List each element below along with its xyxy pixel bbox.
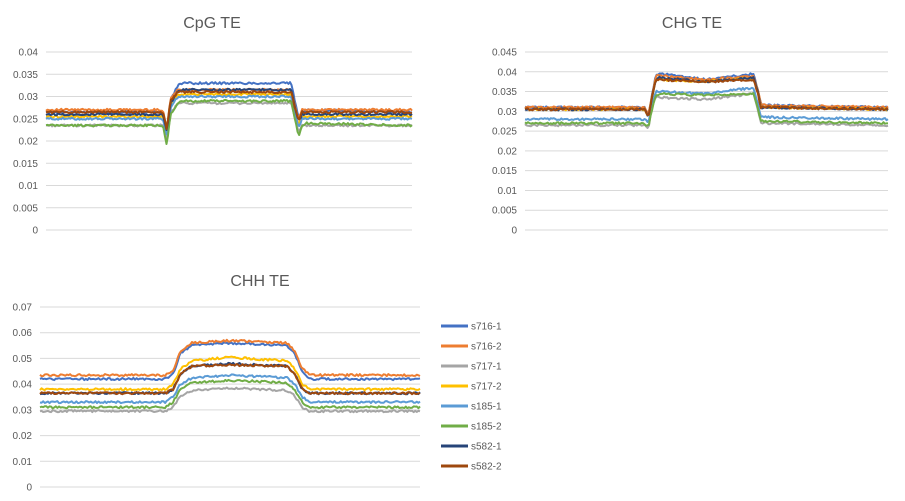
series-line-s717-1 — [46, 102, 412, 139]
y-tick-label: 0.045 — [492, 48, 517, 59]
y-tick-label: 0.03 — [13, 405, 33, 416]
y-tick-label: 0.05 — [13, 354, 33, 365]
y-tick-label: 0.02 — [19, 137, 39, 148]
y-tick-label: 0 — [511, 226, 517, 237]
legend-label: s185-2 — [471, 422, 502, 433]
y-tick-label: 0.02 — [498, 146, 518, 157]
legend-label: s717-2 — [471, 382, 502, 393]
y-tick-label: 0.02 — [13, 431, 33, 442]
legend: s716-1 s716-2 s717-1 s717-2 s185-1 s185-2 s582… — [441, 322, 502, 473]
y-tick-label: 0.01 — [13, 457, 33, 468]
y-tick-label: 0.005 — [13, 203, 38, 214]
y-tick-label: 0.035 — [492, 87, 517, 98]
legend-label: s582-1 — [471, 442, 502, 453]
y-tick-label: 0.005 — [492, 206, 517, 217]
legend-label: s582-2 — [471, 462, 502, 473]
chg-te-chart: CHG TE 0 0.005 0.01 0.015 0.02 0.025 0.03 0.035… — [492, 15, 888, 237]
y-tick-label: 0.04 — [498, 67, 518, 78]
y-tick-label: 0.015 — [492, 166, 517, 177]
series-line-s185-1 — [525, 88, 888, 122]
y-tick-label: 0.025 — [13, 114, 38, 125]
legend-label: s716-1 — [471, 322, 502, 333]
y-tick-label: 0.07 — [13, 303, 33, 314]
y-tick-label: 0.01 — [19, 181, 39, 192]
y-tick-label: 0.03 — [498, 107, 518, 118]
y-tick-label: 0.03 — [19, 92, 39, 103]
y-tick-label: 0 — [26, 483, 32, 494]
cpg-te-chart: CpG TE 0 0.005 0.01 0.015 0.02 0.025 0.03 0.035… — [13, 15, 412, 237]
y-tick-label: 0.04 — [19, 48, 39, 59]
chh-te-chart: CHH TE 0 0.01 0.02 0.03 0.04 0.05 0.06 0.07 — [13, 273, 420, 494]
chart-title: CHG TE — [662, 15, 722, 32]
series-line-s717-2 — [40, 357, 420, 391]
y-tick-label: 0.01 — [498, 186, 518, 197]
legend-label: s717-1 — [471, 362, 502, 373]
y-tick-label: 0.015 — [13, 159, 38, 170]
chart-title: CpG TE — [183, 15, 241, 32]
chart-title: CHH TE — [230, 273, 289, 290]
y-tick-label: 0 — [32, 226, 38, 237]
y-tick-label: 0.06 — [13, 328, 33, 339]
y-tick-label: 0.035 — [13, 70, 38, 81]
series-line-s185-2 — [46, 100, 412, 144]
y-tick-label: 0.04 — [13, 380, 33, 391]
legend-label: s716-2 — [471, 342, 502, 353]
y-tick-label: 0.025 — [492, 127, 517, 138]
legend-label: s185-1 — [471, 402, 502, 413]
